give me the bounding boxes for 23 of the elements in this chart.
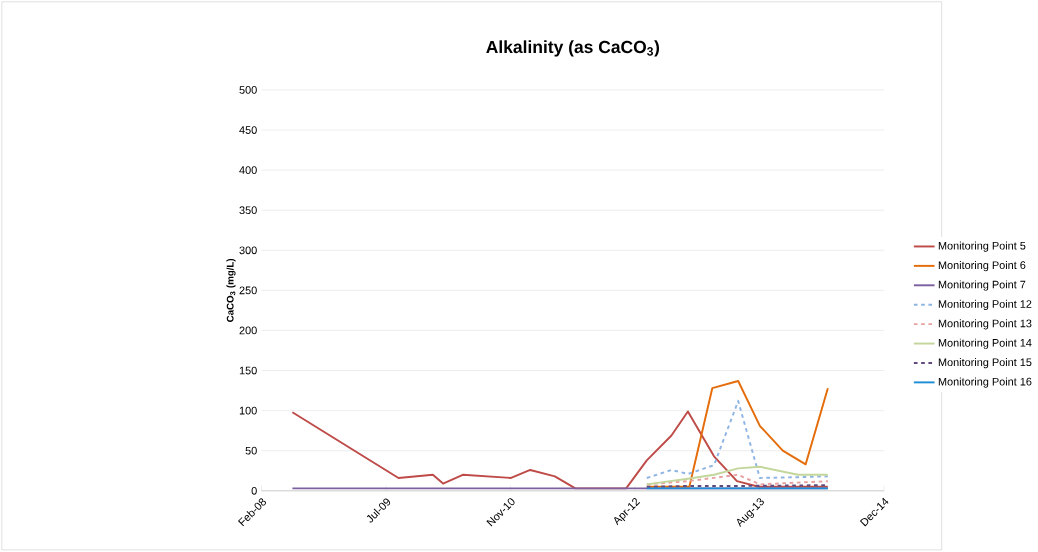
legend-label: Monitoring Point 16 — [938, 377, 1032, 388]
legend-label: Monitoring Point 6 — [938, 261, 1026, 272]
legend-label: Monitoring Point 12 — [938, 299, 1032, 311]
y-tick-label: 400 — [239, 166, 257, 175]
line-series — [645, 465, 829, 486]
legend-label: Monitoring Point 13 — [938, 319, 1032, 330]
chart-title: Alkalinity (as CaCO$_{3}$) — [486, 40, 660, 57]
legend-label: Monitoring Point 7 — [938, 280, 1026, 291]
y-tick-label: 450 — [239, 126, 257, 135]
legend-label: Monitoring Point 14 — [938, 338, 1032, 349]
y-tick-label: 200 — [239, 326, 257, 335]
y-tick-label: 350 — [239, 206, 257, 215]
y-tick-label: 50 — [245, 446, 257, 455]
line-series — [645, 400, 829, 480]
y-axis-title: CaCO$_{3}$ (mg/L) — [226, 259, 236, 323]
y-tick-label: 500 — [239, 86, 257, 94]
y-tick-label: 100 — [239, 406, 257, 415]
y-tick-label: 150 — [239, 366, 257, 375]
y-tick-label: 0 — [251, 487, 257, 495]
legend-label: Monitoring Point 15 — [938, 358, 1032, 369]
y-tick-label: 250 — [239, 286, 257, 295]
legend-label: Monitoring Point 5 — [938, 241, 1026, 252]
y-tick-label: 300 — [239, 246, 257, 255]
